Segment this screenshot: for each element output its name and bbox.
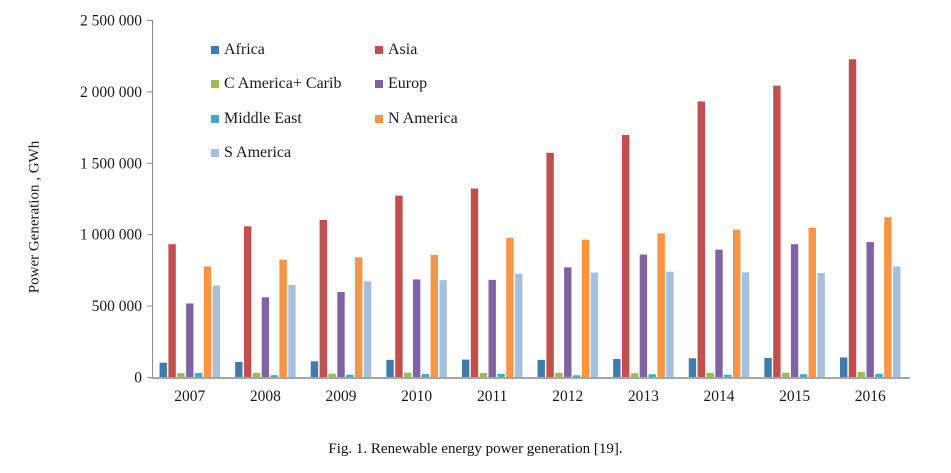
bar-c-america-carib-2009 [328, 373, 336, 377]
y-tick-label: 1 000 000 [80, 227, 142, 244]
bar-europ-2011 [488, 279, 496, 377]
y-tick-label: 0 [134, 370, 142, 387]
bar-n-america-2010 [430, 254, 438, 377]
bar-asia-2012 [546, 152, 554, 377]
bar-n-america-2016 [884, 217, 892, 377]
bar-n-america-2007 [203, 266, 212, 377]
bar-middle-east-2014 [724, 374, 732, 377]
y-tick-label: 500 000 [92, 298, 143, 315]
bar-s-america-2013 [666, 271, 674, 377]
x-category-label-2012: 2012 [552, 388, 583, 405]
bar-middle-east-2007 [194, 373, 203, 377]
bar-c-america-carib-2015 [782, 372, 790, 377]
bar-middle-east-2008 [270, 375, 278, 377]
figure-caption: Fig. 1. Renewable energy power generatio… [328, 441, 623, 457]
bar-n-america-2015 [808, 227, 816, 377]
bar-c-america-carib-2014 [706, 372, 714, 377]
bar-n-america-2014 [733, 229, 741, 377]
bar-asia-2013 [622, 134, 630, 377]
bar-s-america-2014 [741, 272, 750, 377]
bar-c-america-carib-2011 [479, 373, 488, 377]
bar-europ-2016 [866, 242, 874, 377]
bar-chart-canvas: 0 500 000 1 000 000 1 500 000 2 000 000 2 500… [80, 13, 910, 405]
bar-europ-2008 [261, 297, 270, 377]
bar-s-america-2008 [288, 284, 296, 377]
bar-asia-2007 [168, 244, 176, 377]
bar-europ-2012 [564, 267, 572, 377]
y-axis-title: Power Generation , GWh [26, 140, 43, 294]
bar-n-america-2012 [581, 239, 590, 377]
x-category-label-2008: 2008 [250, 388, 281, 405]
bar-africa-2008 [235, 362, 243, 377]
bar-asia-2011 [470, 188, 479, 377]
x-category-label-2010: 2010 [401, 388, 432, 405]
bar-c-america-carib-2012 [555, 373, 563, 377]
bar-africa-2011 [461, 359, 470, 377]
bar-s-america-2009 [363, 281, 372, 377]
bar-middle-east-2013 [648, 374, 656, 377]
bar-s-america-2007 [212, 285, 221, 377]
bar-c-america-carib-2008 [252, 373, 261, 377]
bar-s-america-2011 [515, 273, 523, 377]
bar-middle-east-2015 [799, 374, 808, 377]
bar-europ-2009 [337, 292, 345, 377]
bar-africa-2016 [839, 357, 848, 377]
bar-europ-2014 [715, 249, 723, 377]
bar-asia-2008 [244, 226, 252, 377]
y-tick-label: 2 500 000 [80, 13, 142, 30]
bar-asia-2010 [395, 195, 403, 377]
bar-africa-2013 [613, 359, 621, 377]
bar-middle-east-2010 [421, 374, 430, 377]
bar-n-america-2011 [506, 237, 514, 377]
bar-n-america-2008 [279, 259, 287, 377]
y-tick-label: 2 000 000 [80, 84, 142, 101]
bar-s-america-2012 [590, 272, 599, 377]
bar-europ-2015 [790, 244, 799, 377]
bar-africa-2014 [688, 358, 697, 377]
bar-s-america-2010 [439, 280, 447, 377]
x-category-label-2011: 2011 [477, 388, 507, 405]
bar-africa-2012 [537, 359, 545, 377]
bar-n-america-2009 [355, 257, 363, 377]
bar-asia-2016 [848, 59, 857, 378]
bar-c-america-carib-2007 [177, 373, 185, 377]
bar-middle-east-2011 [497, 373, 505, 377]
x-category-label-2007: 2007 [174, 388, 205, 405]
bar-asia-2015 [773, 85, 781, 377]
bar-europ-2007 [186, 303, 194, 377]
bar-asia-2009 [319, 219, 327, 377]
x-category-label-2014: 2014 [704, 388, 735, 405]
x-category-label-2016: 2016 [855, 388, 886, 405]
bar-europ-2013 [639, 254, 648, 377]
x-category-label-2013: 2013 [628, 388, 659, 405]
bar-middle-east-2009 [346, 374, 354, 377]
bar-c-america-carib-2010 [404, 372, 412, 377]
bar-europ-2010 [412, 279, 421, 377]
bar-c-america-carib-2016 [857, 372, 866, 377]
bar-africa-2010 [386, 359, 394, 377]
bar-s-america-2016 [893, 266, 901, 377]
x-category-label-2015: 2015 [779, 388, 810, 405]
bar-africa-2015 [764, 357, 772, 377]
bar-s-america-2015 [817, 273, 825, 377]
bar-c-america-carib-2013 [630, 373, 639, 377]
bar-middle-east-2016 [875, 373, 883, 377]
bar-n-america-2013 [657, 233, 665, 377]
y-tick-label: 1 500 000 [80, 155, 142, 172]
bar-africa-2009 [310, 361, 319, 377]
bar-africa-2007 [159, 362, 167, 377]
bar-asia-2014 [697, 101, 705, 378]
bar-middle-east-2012 [572, 375, 581, 377]
x-category-label-2009: 2009 [326, 388, 357, 405]
